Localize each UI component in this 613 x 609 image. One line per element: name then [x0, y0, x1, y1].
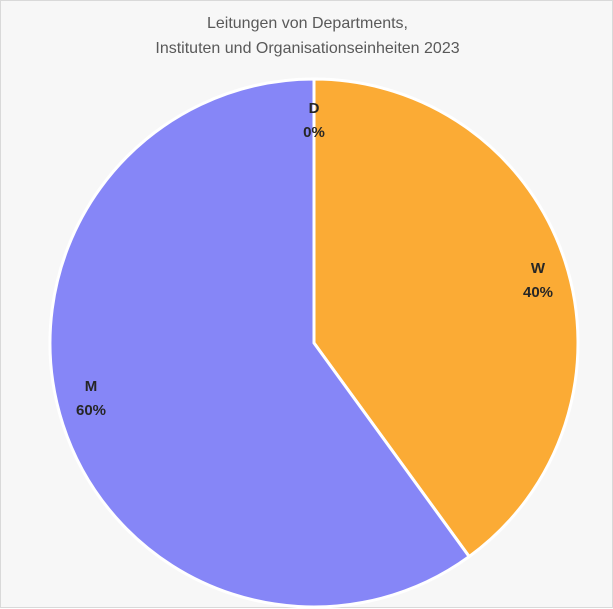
pie-slice-m	[48, 77, 472, 609]
slice-percent-m: 60%	[76, 402, 106, 419]
slice-label-w: W 40%	[523, 260, 553, 301]
slice-category-w: W	[531, 260, 546, 277]
slice-category-m: M	[85, 378, 98, 395]
slice-percent-d: 0%	[303, 124, 325, 141]
slice-label-d: D 0%	[303, 100, 325, 141]
chart-title: Leitungen von Departments, Instituten un…	[1, 11, 613, 61]
pie-slice-w	[312, 77, 580, 559]
slice-category-d: D	[309, 100, 320, 117]
slice-label-m: M 60%	[76, 378, 106, 419]
chart-title-line-1: Leitungen von Departments,	[206, 15, 408, 32]
pie-slices	[48, 77, 580, 609]
slice-labels: D 0% W 40% M 60%	[76, 100, 553, 419]
chart-title-line-2: Instituten und Organisationseinheiten 20…	[155, 40, 460, 57]
slice-percent-w: 40%	[523, 284, 553, 301]
